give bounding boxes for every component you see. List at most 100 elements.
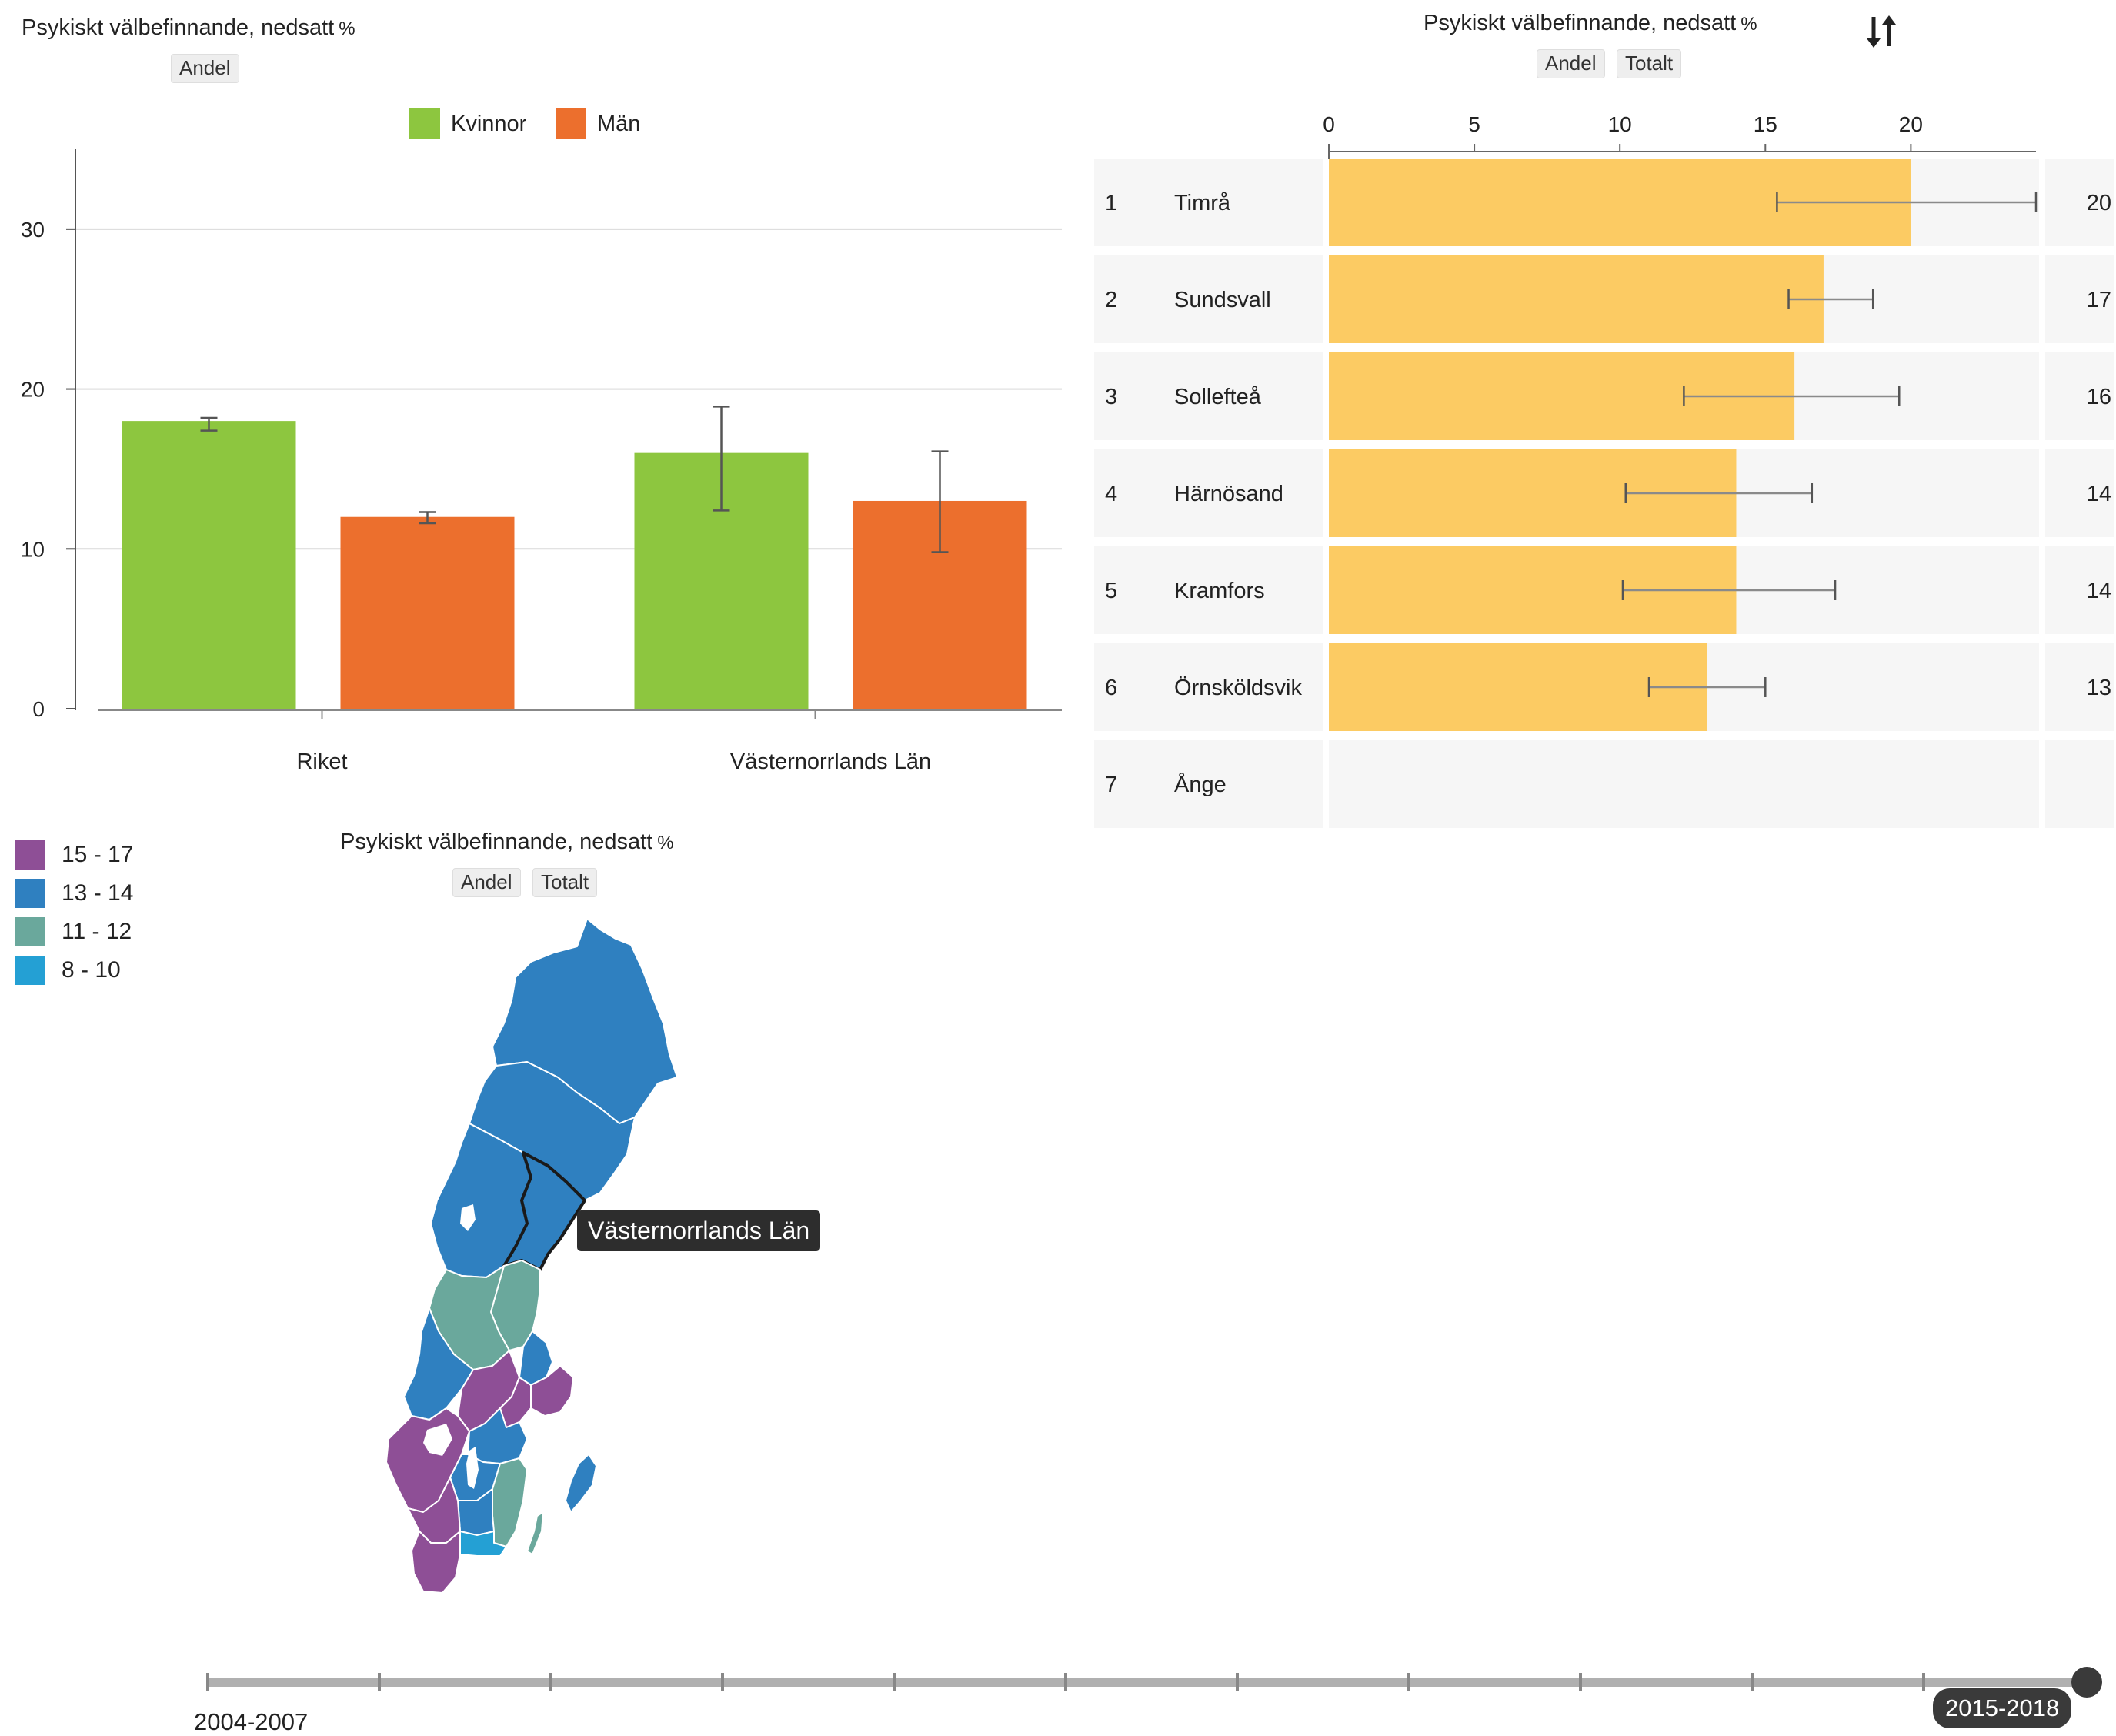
row-name: Kramfors <box>1174 579 1265 603</box>
row-label-bg <box>1094 159 1323 246</box>
row-value-bg <box>2045 449 2114 537</box>
legend-label-kvinnor: Kvinnor <box>451 111 527 136</box>
x-tick-label: 20 <box>1899 112 1923 136</box>
map-title-text: Psykiskt välbefinnande, nedsatt <box>340 830 653 854</box>
row-value: 20 <box>2087 191 2111 215</box>
map-legend-row-11-12[interactable]: 11 - 12 <box>15 913 133 951</box>
row-label-bg <box>1094 255 1323 343</box>
map-lake-storsjon <box>460 1204 476 1231</box>
map-legend-label: 13 - 14 <box>62 880 134 906</box>
y-tick-label: 10 <box>21 537 45 561</box>
map-legend-row-15-17[interactable]: 15 - 17 <box>15 836 133 874</box>
row-rank: 1 <box>1105 191 1117 215</box>
row-label-bg <box>1094 546 1323 634</box>
row-label-bg <box>1094 740 1323 828</box>
row-rank: 7 <box>1105 773 1117 797</box>
map-legend-swatch <box>15 917 45 946</box>
map-legend-label: 8 - 10 <box>62 957 121 983</box>
legend-swatch-kvinnor <box>409 108 440 139</box>
row-rank: 5 <box>1105 579 1117 603</box>
row-label-bg <box>1094 352 1323 440</box>
y-tick-label: 20 <box>21 378 45 402</box>
row-value-bg <box>2045 546 2114 634</box>
right-chart-unit: % <box>1741 14 1757 35</box>
map-legend: 15 - 17 13 - 14 11 - 12 8 - 10 <box>15 836 133 990</box>
row-value: 14 <box>2087 579 2111 603</box>
row-name: Timrå <box>1174 191 1231 215</box>
map-legend-swatch <box>15 840 45 870</box>
hbar <box>1329 643 1707 731</box>
map-tooltip: Västernorrlands Län <box>577 1210 821 1251</box>
left-chart-title-text: Psykiskt välbefinnande, nedsatt <box>22 15 335 40</box>
map-legend-row-8-10[interactable]: 8 - 10 <box>15 951 133 990</box>
row-name: Härnösand <box>1174 482 1283 506</box>
map-region-skane[interactable] <box>411 1531 461 1594</box>
timeline-slider[interactable] <box>200 1662 2108 1701</box>
hbar <box>1329 255 1824 343</box>
map-legend-label: 15 - 17 <box>62 842 134 867</box>
map-region-gotland[interactable] <box>565 1454 597 1513</box>
sweden-map <box>385 918 678 1594</box>
map-lake-vattern <box>466 1447 479 1489</box>
timeline-ticks <box>206 1673 1925 1691</box>
y-tick-label: 30 <box>21 218 45 242</box>
legend-item-man[interactable]: Män <box>556 108 640 139</box>
map-chip-totalt[interactable]: Totalt <box>532 868 598 897</box>
row-name: Ånge <box>1174 772 1227 797</box>
map-legend-row-13-14[interactable]: 13 - 14 <box>15 874 133 913</box>
row-value-bg <box>2045 255 2114 343</box>
row-label-bg <box>1094 449 1323 537</box>
map-legend-swatch <box>15 956 45 985</box>
timeline-track[interactable] <box>206 1678 2084 1687</box>
right-chart-chip-totalt[interactable]: Totalt <box>1617 49 1682 78</box>
row-value-bg <box>2045 740 2114 828</box>
row-value: 14 <box>2087 482 2111 506</box>
map-region-blekinge[interactable] <box>459 1531 507 1557</box>
row-value-bg <box>2045 643 2114 731</box>
row-value-bg <box>2045 159 2114 246</box>
bar-män <box>340 516 515 709</box>
x-tick-label: 15 <box>1754 112 1777 136</box>
timeline-handle[interactable] <box>2071 1667 2102 1698</box>
row-value-bg <box>2045 352 2114 440</box>
row-name: Sollefteå <box>1174 385 1262 409</box>
left-chart-unit: % <box>339 18 355 39</box>
legend-swatch-man <box>556 108 586 139</box>
right-bar-chart: 0 5 10 15 20 1 Timrå 20 2 Sundsvall 17 3 Sollefteå 16… <box>1094 112 2114 828</box>
timeline-start-label: 2004-2007 <box>194 1708 309 1735</box>
x-tick-label: 5 <box>1468 112 1480 136</box>
row-value: 17 <box>2087 288 2111 312</box>
map-chip-andel[interactable]: Andel <box>452 868 521 897</box>
row-rank: 6 <box>1105 676 1117 700</box>
x-tick-label: Västernorrlands Län <box>730 749 931 774</box>
map-unit: % <box>657 833 674 853</box>
x-tick-label: Riket <box>296 749 347 774</box>
legend-item-kvinnor[interactable]: Kvinnor <box>409 108 526 139</box>
sort-arrows-icon[interactable] <box>1862 8 1901 54</box>
bar-kvinnor <box>122 421 296 709</box>
legend-label-man: Män <box>597 111 641 136</box>
map-legend-label: 11 - 12 <box>62 919 132 944</box>
left-chart-chip-andel[interactable]: Andel <box>171 54 239 83</box>
row-bar-bg <box>1329 740 2039 828</box>
map-legend-swatch <box>15 879 45 908</box>
timeline-end-label[interactable]: 2015-2018 <box>1933 1688 2072 1728</box>
row-name: Örnsköldsvik <box>1174 676 1302 700</box>
row-name: Sundsvall <box>1174 288 1271 312</box>
y-tick-label: 0 <box>32 697 45 721</box>
x-tick-label: 10 <box>1608 112 1632 136</box>
row-value: 13 <box>2087 676 2111 700</box>
left-chart-title: Psykiskt välbefinnande, nedsatt% <box>22 15 355 41</box>
right-chart-chip-andel[interactable]: Andel <box>1537 49 1605 78</box>
row-rank: 4 <box>1105 482 1117 506</box>
row-label-bg <box>1094 643 1323 731</box>
x-tick-label: 0 <box>1323 112 1335 136</box>
left-bar-chart: 0 10 20 30 Riket Västernorrlands Län <box>21 149 1062 774</box>
map-lake-vanern <box>423 1424 452 1456</box>
map-title: Psykiskt välbefinnande, nedsatt% <box>340 830 674 855</box>
map-region-oland[interactable] <box>526 1511 544 1555</box>
map-region-kalmar[interactable] <box>492 1457 528 1547</box>
map-region-stockholm[interactable] <box>530 1365 574 1417</box>
row-value: 16 <box>2087 385 2111 409</box>
row-rank: 3 <box>1105 385 1117 409</box>
